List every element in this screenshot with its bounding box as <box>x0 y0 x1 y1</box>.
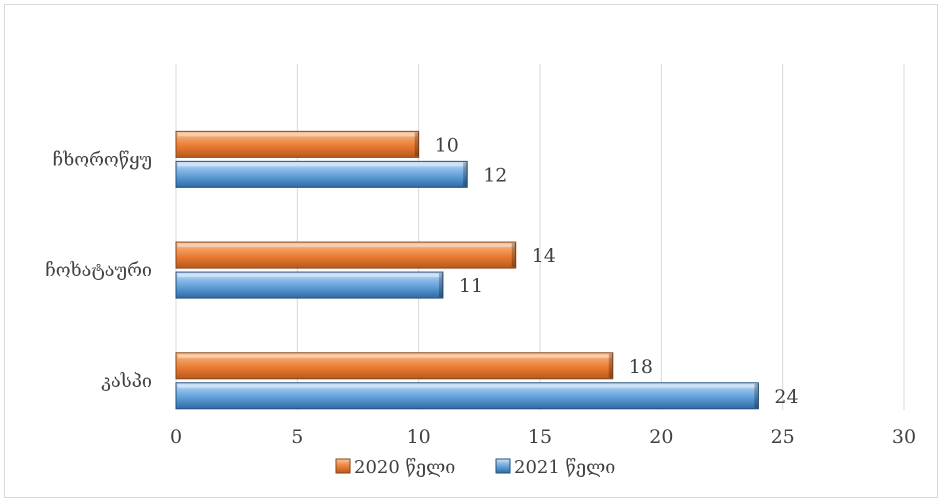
bar-end-bevel <box>608 353 613 378</box>
bar-2020 <box>175 241 517 269</box>
data-label: 18 <box>629 356 653 378</box>
data-label: 14 <box>532 245 556 267</box>
bar-end-bevel <box>463 162 468 187</box>
category-labels: ჩხოროწყუ ჩოხატაური კასპი <box>45 149 152 391</box>
data-label: 10 <box>435 134 459 156</box>
x-tick-label: 20 <box>649 426 673 448</box>
legend: 2020 წელი 2021 წელი <box>335 457 615 478</box>
bar-2021 <box>175 382 759 410</box>
bar-bevel <box>178 274 441 278</box>
bar-2021 <box>175 160 468 188</box>
legend-swatch-2021 <box>495 458 511 474</box>
bar-bevel <box>178 163 466 167</box>
data-label: 24 <box>774 386 798 408</box>
category-label: ჩხოროწყუ <box>53 149 152 170</box>
x-tick-label: 30 <box>892 426 916 448</box>
bar-2021 <box>175 271 444 299</box>
bar-end-bevel <box>414 132 419 157</box>
category-label: კასპი <box>101 371 152 392</box>
x-tick-label: 15 <box>528 426 552 448</box>
data-labels: 10 12 14 11 18 24 <box>435 134 799 407</box>
x-tick-label: 5 <box>291 426 303 448</box>
legend-label: 2021 წელი <box>514 457 615 478</box>
bar-bevel <box>178 384 757 388</box>
legend-label: 2020 წელი <box>354 457 455 478</box>
bar-end-bevel <box>511 243 516 268</box>
x-tick-label: 10 <box>407 426 431 448</box>
x-tick-label: 25 <box>771 426 795 448</box>
bar-bevel <box>178 244 514 248</box>
legend-swatch-2020 <box>335 458 351 474</box>
bar-2020 <box>175 352 614 380</box>
bar-end-bevel <box>754 383 759 408</box>
bars <box>175 130 759 410</box>
category-label: ჩოხატაური <box>45 260 152 281</box>
bar-2020 <box>175 130 420 158</box>
data-label: 11 <box>459 275 483 297</box>
data-label: 12 <box>483 164 507 186</box>
bar-bevel <box>178 354 611 358</box>
bar-bevel <box>178 133 417 137</box>
x-tick-label: 0 <box>170 426 182 448</box>
x-axis-ticks: 0 5 10 15 20 25 30 <box>170 426 916 448</box>
bar-end-bevel <box>438 273 443 298</box>
